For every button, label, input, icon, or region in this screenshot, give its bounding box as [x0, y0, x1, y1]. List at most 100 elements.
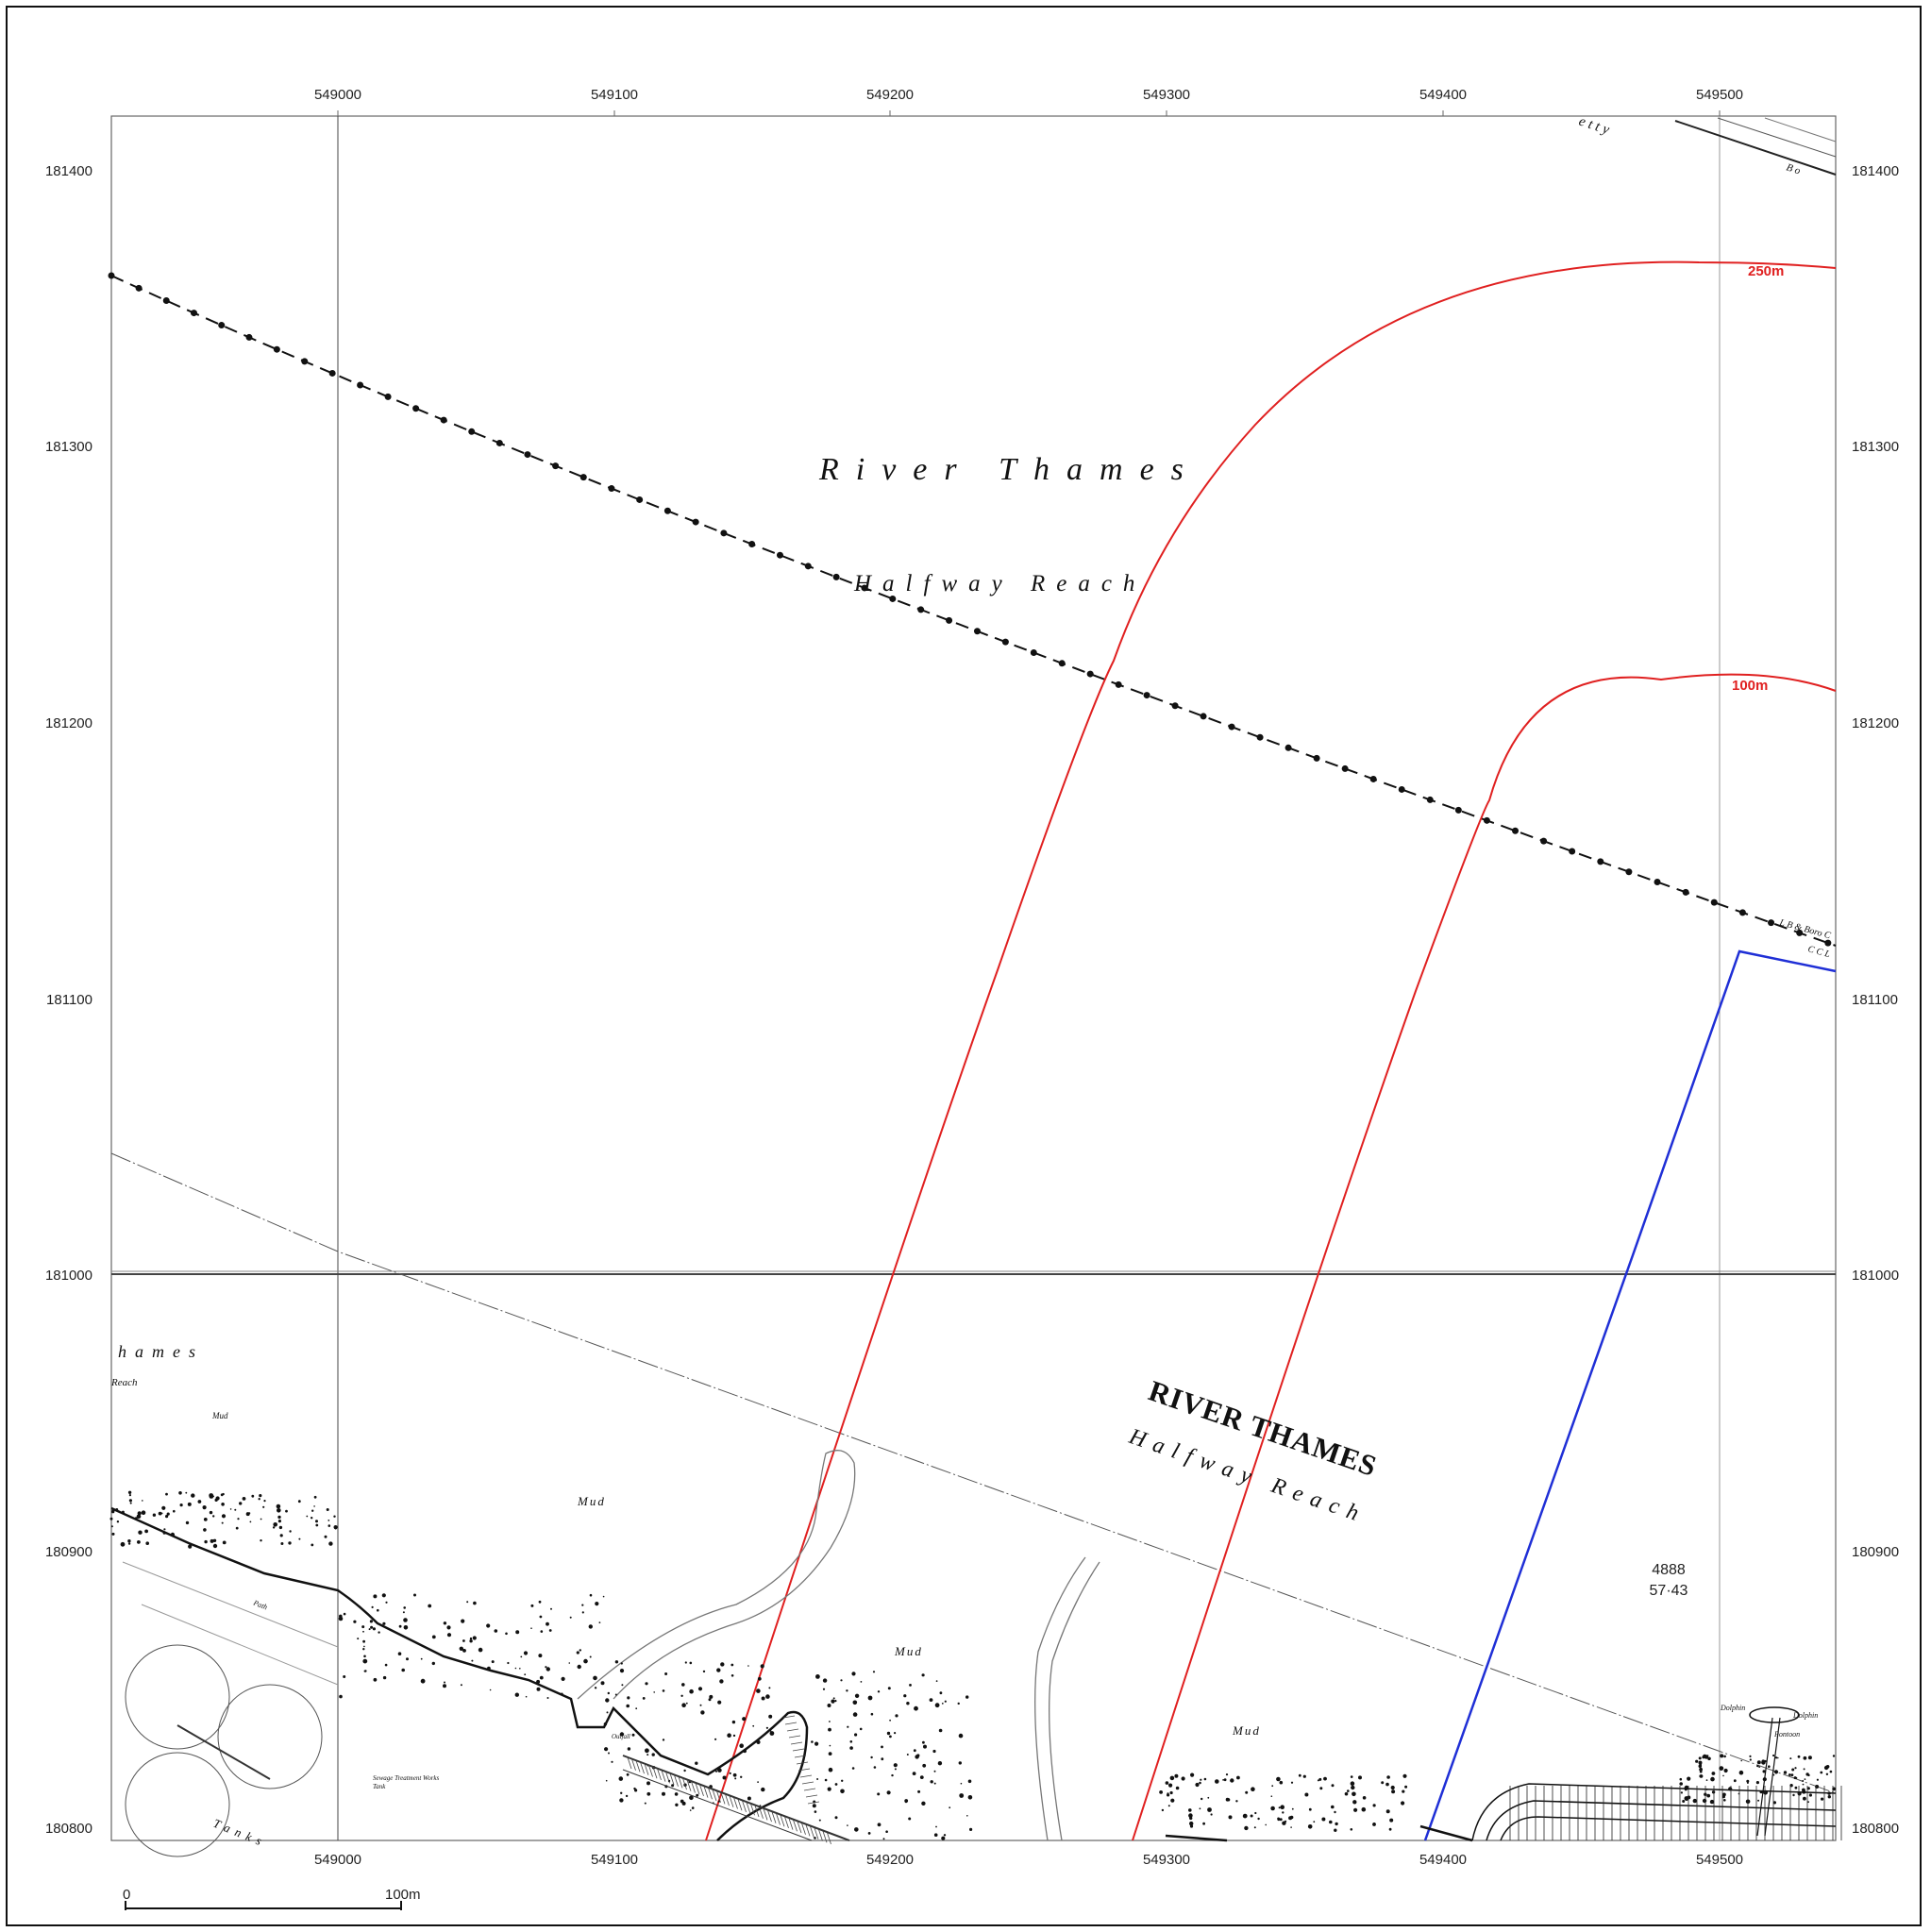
shore-segment [1419, 1824, 1473, 1842]
vegetation-speck [734, 1777, 737, 1780]
vegetation-speck [768, 1714, 773, 1719]
jetty-edge-line [1764, 117, 1837, 143]
vegetation-speck [828, 1727, 831, 1732]
vegetation-speck [530, 1627, 532, 1629]
y-tick-label: 181300 [1852, 439, 1899, 455]
vegetation-speck [598, 1621, 601, 1623]
vegetation-speck [248, 1512, 251, 1514]
vegetation-speck [929, 1698, 933, 1702]
vegetation-speck [912, 1772, 916, 1775]
vegetation-speck [757, 1676, 762, 1681]
vegetation-speck [1707, 1756, 1711, 1761]
vegetation-speck [594, 1687, 597, 1689]
vegetation-speck [1188, 1813, 1193, 1818]
vegetation-speck [605, 1698, 610, 1703]
vegetation-speck [362, 1639, 365, 1643]
vegetation-speck [581, 1604, 584, 1606]
vegetation-speck [1746, 1779, 1750, 1783]
vegetation-speck [1190, 1772, 1195, 1777]
vegetation-speck [1313, 1821, 1316, 1823]
vegetation-speck [1802, 1780, 1805, 1782]
vegetation-speck [1699, 1770, 1703, 1773]
vegetation-speck [285, 1509, 288, 1513]
pier-outline [1500, 1816, 1837, 1841]
vegetation-speck [681, 1703, 686, 1707]
vegetation-speck [606, 1711, 609, 1714]
hatch-mark [780, 1815, 785, 1827]
boundary-dot [1768, 919, 1775, 927]
boundary-dot [973, 628, 981, 635]
vegetation-speck [536, 1687, 541, 1691]
vegetation-speck [680, 1694, 683, 1698]
vegetation-speck [239, 1502, 243, 1505]
vegetation-speck [1202, 1822, 1205, 1825]
vegetation-speck [685, 1702, 688, 1705]
y-tick-label: 181200 [45, 715, 92, 731]
vegetation-speck [619, 1798, 624, 1803]
boundary-dot [1512, 827, 1520, 834]
vegetation-speck [560, 1692, 563, 1696]
buffer-250m-line [705, 260, 1837, 1841]
vegetation-speck [277, 1520, 281, 1523]
vegetation-speck [1695, 1759, 1699, 1763]
vegetation-speck [867, 1832, 871, 1835]
creek-channels [577, 1450, 1100, 1841]
hatch-mark [786, 1728, 799, 1732]
vegetation-speck [478, 1647, 483, 1653]
vegetation-speck [1774, 1756, 1778, 1759]
vegetation-speck [579, 1649, 581, 1652]
y-tick-label: 181000 [1852, 1268, 1899, 1284]
vegetation-speck [1189, 1816, 1193, 1821]
vegetation-speck [384, 1663, 388, 1667]
vegetation-speck [645, 1748, 649, 1754]
vegetation-speck [262, 1505, 265, 1508]
hatch-mark [788, 1735, 801, 1739]
vegetation-speck [1692, 1798, 1698, 1804]
embankment-hatching [622, 1755, 850, 1841]
vegetation-speck [894, 1768, 897, 1771]
vegetation-speck [877, 1823, 882, 1827]
vegetation-speck [1802, 1783, 1805, 1786]
boundary-dot [495, 439, 503, 446]
vegetation-speck [406, 1657, 409, 1661]
pier-structure [1471, 1706, 1837, 1841]
vegetation-speck [815, 1674, 820, 1679]
vegetation-speck [536, 1679, 541, 1684]
vegetation-speck [203, 1528, 207, 1532]
vegetation-speck [1772, 1801, 1776, 1805]
vegetation-speck [1291, 1807, 1294, 1810]
boundary-dot [1625, 868, 1633, 876]
boundary-dot [1256, 733, 1264, 741]
vegetation-speck [1167, 1805, 1170, 1807]
y-tick-label: 180800 [45, 1821, 92, 1837]
vegetation-speck [904, 1800, 908, 1804]
vegetation-speck [846, 1689, 848, 1692]
hatch-mark [657, 1768, 662, 1781]
vegetation-speck [1329, 1820, 1333, 1824]
vegetation-speck [1773, 1770, 1779, 1774]
hatch-mark [782, 1715, 796, 1719]
hatch-mark [807, 1801, 820, 1805]
vegetation-speck [1404, 1785, 1408, 1789]
vegetation-speck [491, 1660, 495, 1664]
vegetation-speck [1350, 1775, 1353, 1778]
vegetation-speck [906, 1754, 909, 1756]
vegetation-speck [111, 1532, 115, 1536]
vegetation-speck [520, 1655, 523, 1658]
hatch-mark [644, 1763, 649, 1775]
vegetation-speck [716, 1668, 721, 1672]
vegetation-speck [1251, 1787, 1255, 1791]
vegetation-speck [689, 1661, 693, 1665]
boundary-dot [1115, 680, 1122, 688]
vegetation-speck [489, 1688, 492, 1691]
vegetation-speck [917, 1789, 921, 1793]
vegetation-speck [1722, 1774, 1724, 1777]
vegetation-speck [1749, 1758, 1752, 1761]
vegetation-speck [1350, 1781, 1355, 1786]
vegetation-speck [1319, 1787, 1323, 1790]
fragment-label: B o [1785, 161, 1802, 176]
vegetation-speck [719, 1679, 724, 1684]
vegetation-speck [548, 1629, 552, 1632]
vegetation-speck [1298, 1773, 1301, 1777]
boundary-dot [1200, 713, 1207, 720]
